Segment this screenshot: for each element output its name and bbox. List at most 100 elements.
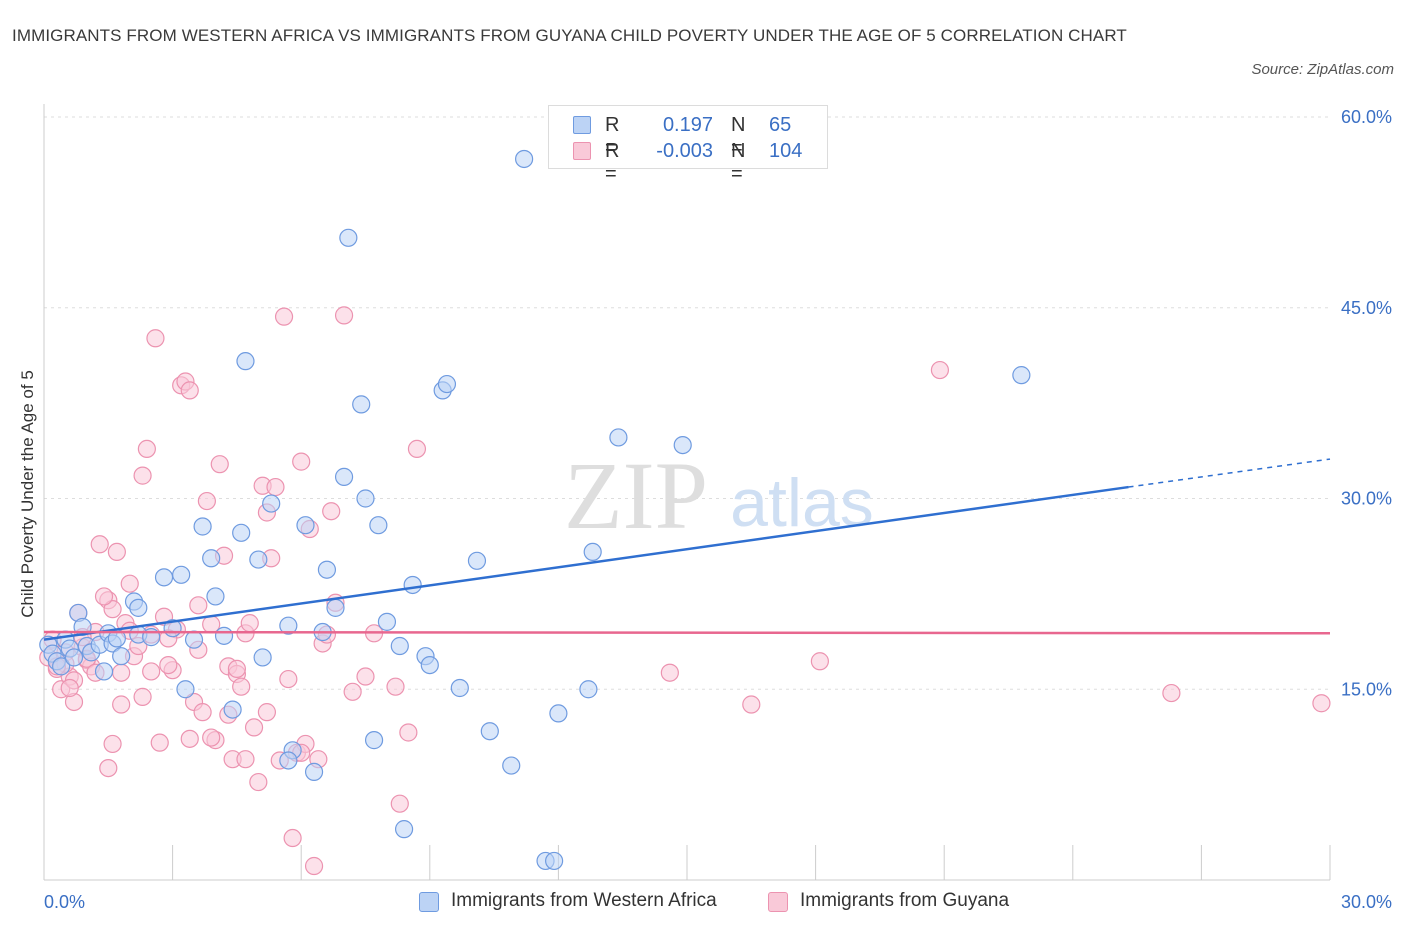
data-point-blue — [64, 648, 84, 667]
data-point-blue — [184, 630, 204, 649]
data-point-pink — [356, 667, 375, 686]
data-point-blue — [334, 467, 354, 486]
data-point-pink — [94, 587, 114, 606]
series-western-africa-points — [39, 149, 1031, 871]
data-point-pink — [107, 542, 126, 562]
data-point-blue — [390, 636, 409, 656]
data-point-blue — [364, 731, 384, 750]
data-point-pink — [292, 452, 311, 471]
data-point-pink — [146, 329, 165, 348]
data-point-blue — [94, 662, 114, 681]
data-point-blue — [545, 851, 564, 871]
data-point-pink — [407, 439, 427, 459]
data-point-pink — [742, 695, 761, 714]
data-point-pink — [103, 600, 122, 619]
data-point-blue — [609, 428, 628, 447]
data-point-pink — [1162, 683, 1181, 703]
r-value: 0.197 — [662, 114, 713, 136]
legend-label: Immigrants from Western Africa — [451, 890, 717, 911]
data-point-blue — [377, 612, 397, 631]
data-point-pink — [180, 381, 199, 400]
data-point-pink — [99, 758, 118, 778]
y-axis-label: Child Poverty Under the Age of 5 — [18, 370, 37, 618]
n-label: N = — [731, 140, 746, 185]
data-point-pink — [283, 828, 302, 848]
data-point-blue — [352, 395, 371, 414]
data-point-blue — [1012, 366, 1031, 385]
x-tick-label: 30.0% — [1341, 892, 1392, 912]
trend-line-pink — [43, 630, 1331, 635]
data-point-pink — [266, 477, 285, 497]
data-point-blue — [262, 494, 281, 513]
y-tick-label: 45.0% — [1341, 298, 1392, 318]
watermark: ZIP atlas — [564, 442, 874, 549]
data-point-pink — [180, 729, 199, 748]
data-point-pink — [304, 856, 324, 876]
legend-label: Immigrants from Guyana — [800, 890, 1010, 911]
data-point-pink — [133, 466, 152, 485]
grid-layer — [44, 116, 1330, 690]
y-tick-label: 30.0% — [1341, 489, 1392, 509]
source-label: Source: ZipAtlas.com — [1251, 61, 1394, 78]
data-point-blue — [279, 751, 298, 770]
data-point-pink — [334, 306, 354, 325]
r-value: -0.003 — [656, 140, 713, 162]
data-point-blue — [296, 516, 315, 535]
data-point-blue — [129, 598, 148, 617]
watermark-atlas: atlas — [730, 465, 874, 541]
data-point-blue — [480, 722, 499, 741]
data-point-blue — [249, 550, 268, 569]
r-label: R = — [605, 140, 620, 185]
data-point-pink — [930, 360, 950, 380]
data-point-pink — [150, 733, 169, 752]
data-point-pink — [232, 677, 251, 696]
data-point-pink — [249, 772, 268, 792]
data-point-pink — [322, 502, 341, 521]
y-tick-label: 15.0% — [1341, 679, 1392, 699]
data-point-blue — [369, 516, 388, 535]
data-point-blue — [253, 648, 272, 667]
y-tick-label: 60.0% — [1341, 107, 1392, 127]
data-point-blue — [193, 517, 212, 536]
data-point-blue — [206, 587, 225, 606]
data-point-pink — [240, 614, 259, 633]
legend-swatch-pink — [573, 142, 591, 160]
trend-line-blue — [43, 485, 1129, 641]
data-point-blue — [549, 704, 568, 723]
data-point-pink — [90, 535, 109, 554]
data-point-pink — [112, 695, 131, 714]
data-point-pink — [103, 734, 122, 754]
data-point-pink — [60, 678, 79, 698]
n-value: 104 — [769, 140, 803, 162]
data-point-pink — [227, 659, 246, 679]
data-point-blue — [420, 655, 439, 675]
data-point-blue — [154, 568, 174, 587]
data-point-pink — [274, 307, 294, 326]
data-point-pink — [236, 750, 255, 769]
data-point-blue — [515, 149, 534, 169]
data-point-pink — [1312, 694, 1331, 713]
tick-labels: 15.0% 30.0% 45.0% 60.0% 0.0% 30.0% — [44, 107, 1392, 912]
data-point-pink — [810, 652, 829, 671]
data-point-blue — [450, 678, 469, 698]
data-point-pink — [189, 596, 208, 615]
data-point-blue — [502, 756, 521, 775]
data-point-blue — [339, 228, 358, 247]
data-point-pink — [386, 677, 405, 696]
data-point-blue — [112, 647, 131, 666]
data-point-blue — [579, 680, 598, 699]
chart-title: IMMIGRANTS FROM WESTERN AFRICA VS IMMIGR… — [12, 26, 1127, 45]
data-point-pink — [112, 663, 131, 682]
data-point-blue — [279, 616, 298, 635]
data-point-blue — [232, 523, 251, 542]
data-point-pink — [133, 687, 152, 706]
legend-swatch-blue — [573, 116, 591, 134]
data-point-blue — [304, 762, 324, 782]
x-tick-label: 0.0% — [44, 892, 85, 912]
data-point-blue — [52, 657, 71, 676]
data-point-pink — [120, 574, 139, 593]
data-point-pink — [159, 655, 178, 675]
data-point-blue — [202, 549, 221, 568]
data-point-pink — [210, 455, 229, 474]
